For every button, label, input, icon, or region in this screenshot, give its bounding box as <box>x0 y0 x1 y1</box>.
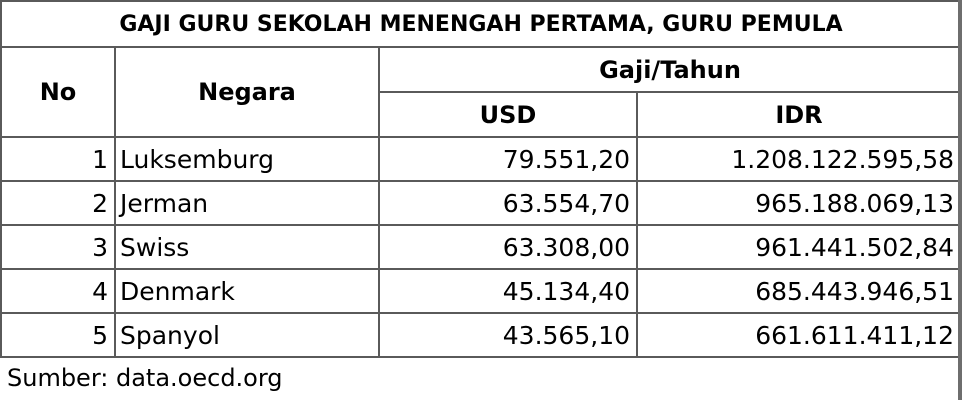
cell-usd: 43.565,10 <box>378 312 638 358</box>
cell-usd: 63.554,70 <box>378 180 638 226</box>
table-row: 2 Jerman 63.554,70 965.188.069,13 <box>0 180 962 226</box>
cell-usd: 79.551,20 <box>378 136 638 182</box>
cell-idr: 685.443.946,51 <box>636 268 962 314</box>
cell-idr: 965.188.069,13 <box>636 180 962 226</box>
cell-country: Swiss <box>114 224 380 270</box>
table-row: 1 Luksemburg 79.551,20 1.208.122.595,58 <box>0 136 962 182</box>
salary-table: GAJI GURU SEKOLAH MENENGAH PERTAMA, GURU… <box>0 0 962 358</box>
table-title: GAJI GURU SEKOLAH MENENGAH PERTAMA, GURU… <box>0 0 962 48</box>
cell-country: Spanyol <box>114 312 380 358</box>
cell-idr: 661.611.411,12 <box>636 312 962 358</box>
cell-country: Luksemburg <box>114 136 380 182</box>
table-row: 5 Spanyol 43.565,10 661.611.411,12 <box>0 312 962 358</box>
cell-usd: 63.308,00 <box>378 224 638 270</box>
header-salary-per-year: Gaji/Tahun <box>378 46 962 93</box>
header-no: No <box>0 46 116 138</box>
cell-idr: 1.208.122.595,58 <box>636 136 962 182</box>
window-edge <box>958 0 962 400</box>
table-row: 3 Swiss 63.308,00 961.441.502,84 <box>0 224 962 270</box>
header-usd: USD <box>378 91 638 138</box>
cell-country: Denmark <box>114 268 380 314</box>
cell-no: 5 <box>0 312 116 358</box>
table-row: 4 Denmark 45.134,40 685.443.946,51 <box>0 268 962 314</box>
header-country: Negara <box>114 46 380 138</box>
source-note: Sumber: data.oecd.org <box>7 364 283 392</box>
cell-no: 2 <box>0 180 116 226</box>
header-idr: IDR <box>636 91 962 138</box>
cell-no: 3 <box>0 224 116 270</box>
cell-usd: 45.134,40 <box>378 268 638 314</box>
cell-idr: 961.441.502,84 <box>636 224 962 270</box>
cell-no: 4 <box>0 268 116 314</box>
cell-country: Jerman <box>114 180 380 226</box>
cell-no: 1 <box>0 136 116 182</box>
